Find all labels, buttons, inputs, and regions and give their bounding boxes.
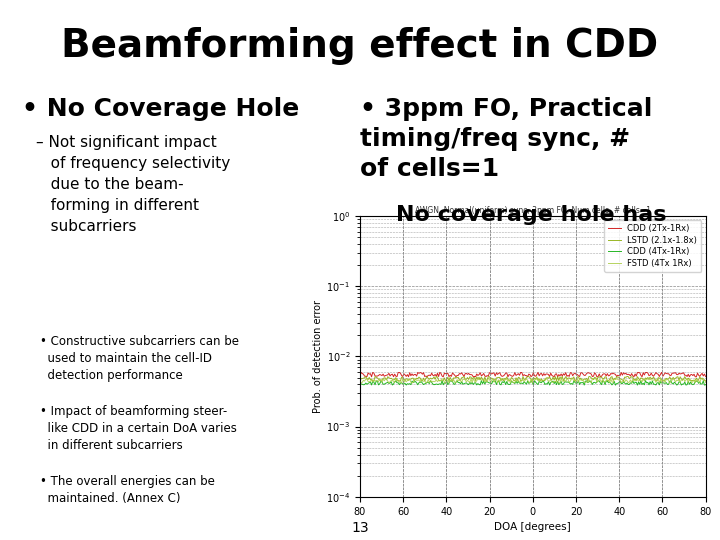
- LSTD (2.1x-1.8x): [480, 378, 488, 384]
- Legend: CDD (2Tx-1Rx), LSTD (2.1x-1.8x), CDD (4Tx-1Rx), FSTD (4Tx 1Rx): CDD (2Tx-1Rx), LSTD (2.1x-1.8x), CDD (4T…: [604, 220, 701, 272]
- Y-axis label: Prob. of detection error: Prob. of detection error: [313, 300, 323, 413]
- CDD (2Tx-1Rx): [596, 374, 605, 380]
- Text: 13: 13: [351, 521, 369, 535]
- CDD (2Tx-1Rx): [357, 369, 366, 376]
- Text: • 3ppm FO, Practical
timing/freq sync, #
of cells=1: • 3ppm FO, Practical timing/freq sync, #…: [360, 97, 652, 180]
- LSTD (2.1x-1.8x): [357, 375, 366, 382]
- FSTD (4Tx 1Rx): [701, 379, 710, 386]
- CDD (2Tx-1Rx): [648, 372, 657, 379]
- FSTD (4Tx 1Rx): [356, 379, 364, 386]
- LSTD (2.1x-1.8x): [562, 375, 571, 382]
- X-axis label: DOA [degrees]: DOA [degrees]: [495, 522, 571, 532]
- FSTD (4Tx 1Rx): [534, 375, 542, 382]
- FSTD (4Tx 1Rx): [665, 380, 674, 386]
- Text: • No Coverage Hole: • No Coverage Hole: [22, 97, 299, 121]
- Text: Beamforming effect in CDD: Beamforming effect in CDD: [61, 27, 659, 65]
- CDD (4Tx-1Rx): [562, 379, 570, 385]
- LSTD (2.1x-1.8x): [568, 375, 577, 382]
- CDD (4Tx-1Rx): [649, 381, 658, 387]
- Line: CDD (4Tx-1Rx): CDD (4Tx-1Rx): [360, 381, 706, 385]
- Text: • Constructive subcarriers can be
  used to maintain the cell-ID
  detection per: • Constructive subcarriers can be used t…: [40, 335, 238, 382]
- Text: – Not significant impact
   of frequency selectivity
   due to the beam-
   form: – Not significant impact of frequency se…: [36, 135, 230, 234]
- FSTD (4Tx 1Rx): [357, 380, 366, 386]
- Text: No coverage hole has: No coverage hole has: [396, 205, 667, 225]
- CDD (2Tx-1Rx): [356, 372, 364, 379]
- Text: • The overall energies can be
  maintained. (Annex C): • The overall energies can be maintained…: [40, 475, 215, 505]
- Line: LSTD (2.1x-1.8x): LSTD (2.1x-1.8x): [360, 376, 706, 381]
- CDD (2Tx-1Rx): [701, 373, 710, 380]
- CDD (4Tx-1Rx): [642, 377, 650, 384]
- FSTD (4Tx 1Rx): [562, 379, 570, 385]
- LSTD (2.1x-1.8x): [649, 374, 658, 380]
- CDD (4Tx-1Rx): [701, 381, 710, 388]
- CDD (2Tx-1Rx): [560, 372, 569, 379]
- Line: CDD (2Tx-1Rx): CDD (2Tx-1Rx): [360, 373, 706, 377]
- CDD (4Tx-1Rx): [671, 380, 680, 387]
- LSTD (2.1x-1.8x): [701, 377, 710, 384]
- CDD (4Tx-1Rx): [356, 381, 364, 388]
- CDD (2Tx-1Rx): [657, 369, 666, 376]
- LSTD (2.1x-1.8x): [671, 375, 680, 381]
- FSTD (4Tx 1Rx): [671, 379, 680, 385]
- CDD (2Tx-1Rx): [567, 370, 576, 376]
- FSTD (4Tx 1Rx): [568, 375, 577, 382]
- FSTD (4Tx 1Rx): [648, 377, 657, 383]
- CDD (4Tx-1Rx): [357, 381, 366, 387]
- Title: AWGN, Normal(uniform) sync, 3ppm FO, Num cells, # cells=1: AWGN, Normal(uniform) sync, 3ppm FO, Num…: [415, 206, 651, 215]
- CDD (4Tx-1Rx): [567, 380, 576, 387]
- CDD (2Tx-1Rx): [671, 369, 680, 376]
- LSTD (2.1x-1.8x): [356, 377, 364, 384]
- LSTD (2.1x-1.8x): [623, 373, 631, 380]
- CDD (2Tx-1Rx): [562, 369, 570, 376]
- FSTD (4Tx 1Rx): [562, 375, 571, 382]
- Line: FSTD (4Tx 1Rx): FSTD (4Tx 1Rx): [360, 379, 706, 383]
- LSTD (2.1x-1.8x): [562, 373, 570, 380]
- CDD (4Tx-1Rx): [611, 382, 620, 388]
- Text: • Impact of beamforming steer-
  like CDD in a certain DoA varies
  in different: • Impact of beamforming steer- like CDD …: [40, 405, 236, 452]
- CDD (4Tx-1Rx): [560, 379, 569, 385]
